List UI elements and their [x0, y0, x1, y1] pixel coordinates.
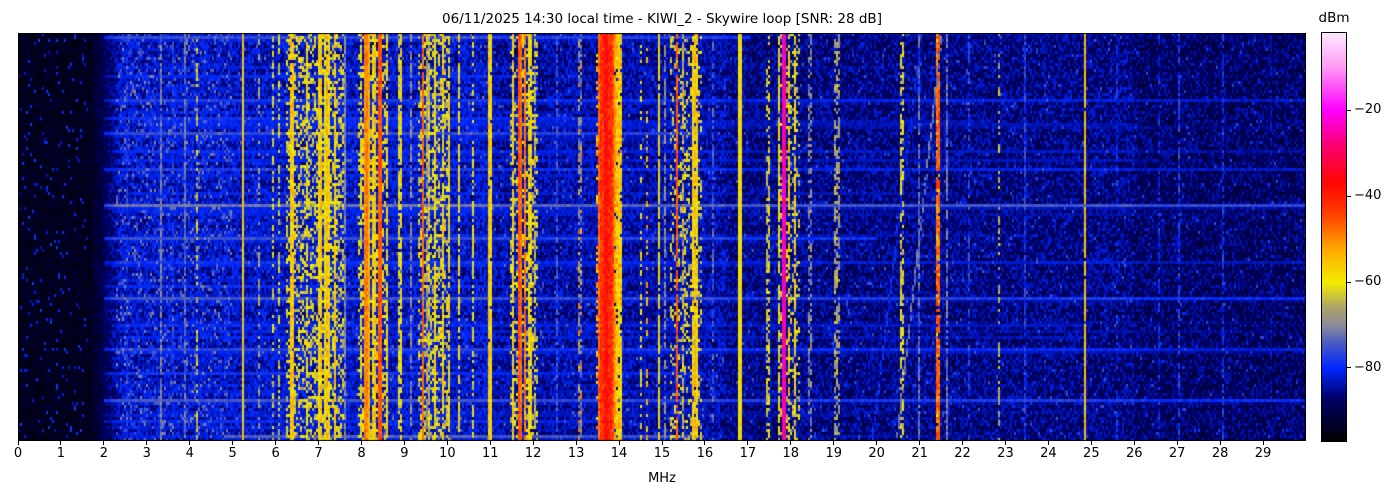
- x-tick-mark: [17, 441, 19, 445]
- x-axis-label: MHz: [648, 471, 676, 486]
- waterfall-canvas: [18, 33, 1306, 441]
- x-tick-label: 14: [610, 446, 628, 461]
- x-tick-mark: [704, 441, 706, 445]
- x-tick-mark: [747, 441, 749, 445]
- x-tick-label: 5: [228, 446, 237, 461]
- x-tick-mark: [919, 441, 921, 445]
- x-tick-label: 7: [314, 446, 323, 461]
- x-tick-label: 25: [1083, 446, 1100, 461]
- x-tick-mark: [876, 441, 878, 445]
- x-tick-mark: [403, 441, 405, 445]
- x-tick-label: 12: [524, 446, 542, 461]
- x-tick-label: 27: [1168, 446, 1186, 461]
- x-tick-label: 23: [997, 446, 1014, 461]
- x-tick-mark: [446, 441, 448, 445]
- colorbar-tick-label: −80: [1354, 359, 1382, 375]
- x-tick-mark: [962, 441, 964, 445]
- colorbar-tick-label: −40: [1354, 188, 1382, 204]
- x-tick-label: 1: [56, 446, 66, 461]
- x-tick-label: 2: [99, 446, 108, 461]
- x-tick-label: 28: [1211, 446, 1229, 461]
- x-tick-label: 24: [1040, 446, 1057, 461]
- x-tick-mark: [275, 441, 277, 445]
- x-tick-label: 21: [911, 446, 928, 461]
- x-tick-label: 20: [868, 446, 885, 461]
- x-tick-mark: [60, 441, 62, 445]
- x-tick-label: 9: [400, 446, 409, 461]
- x-tick-mark: [1090, 441, 1092, 445]
- x-tick-label: 26: [1125, 446, 1143, 461]
- x-tick-label: 6: [271, 446, 280, 461]
- x-tick-mark: [1262, 441, 1264, 445]
- x-tick-label: 4: [185, 446, 194, 461]
- x-tick-mark: [489, 441, 491, 445]
- x-tick-mark: [1133, 441, 1135, 445]
- x-tick-label: 13: [567, 446, 585, 461]
- x-tick-mark: [189, 441, 191, 445]
- x-tick-mark: [661, 441, 663, 445]
- colorbar-tick-label: −20: [1354, 102, 1382, 118]
- x-tick-mark: [532, 441, 534, 445]
- x-tick-label: 0: [13, 446, 23, 461]
- colorbar-label: dBm: [1318, 10, 1350, 26]
- colorbar-tick-mark: [1347, 281, 1351, 283]
- x-tick-label: 29: [1254, 446, 1272, 461]
- x-tick-mark: [618, 441, 620, 445]
- x-tick-mark: [1047, 441, 1049, 445]
- x-tick-label: 18: [782, 446, 800, 461]
- x-tick-mark: [1176, 441, 1178, 445]
- x-tick-label: 15: [653, 446, 671, 461]
- x-tick-mark: [103, 441, 105, 445]
- colorbar: [1321, 32, 1347, 442]
- x-tick-mark: [575, 441, 577, 445]
- colorbar-tick-label: −60: [1354, 274, 1382, 290]
- x-tick-mark: [833, 441, 835, 445]
- colorbar-tick-mark: [1347, 367, 1351, 369]
- x-tick-mark: [318, 441, 320, 445]
- x-tick-mark: [146, 441, 148, 445]
- x-tick-label: 17: [739, 446, 757, 461]
- x-tick-label: 10: [439, 446, 456, 461]
- x-tick-mark: [1219, 441, 1221, 445]
- colorbar-tick-mark: [1347, 195, 1351, 197]
- x-tick-label: 8: [357, 446, 366, 461]
- chart-title: 06/11/2025 14:30 local time - KIWI_2 - S…: [442, 11, 882, 27]
- x-tick-mark: [790, 441, 792, 445]
- x-tick-label: 3: [142, 446, 151, 461]
- colorbar-tick-mark: [1347, 109, 1351, 111]
- x-tick-mark: [360, 441, 362, 445]
- x-tick-label: 16: [696, 446, 714, 461]
- x-tick-label: 19: [825, 446, 842, 461]
- x-tick-label: 22: [954, 446, 971, 461]
- x-tick-mark: [1004, 441, 1006, 445]
- x-tick-mark: [232, 441, 234, 445]
- x-tick-label: 11: [481, 446, 499, 461]
